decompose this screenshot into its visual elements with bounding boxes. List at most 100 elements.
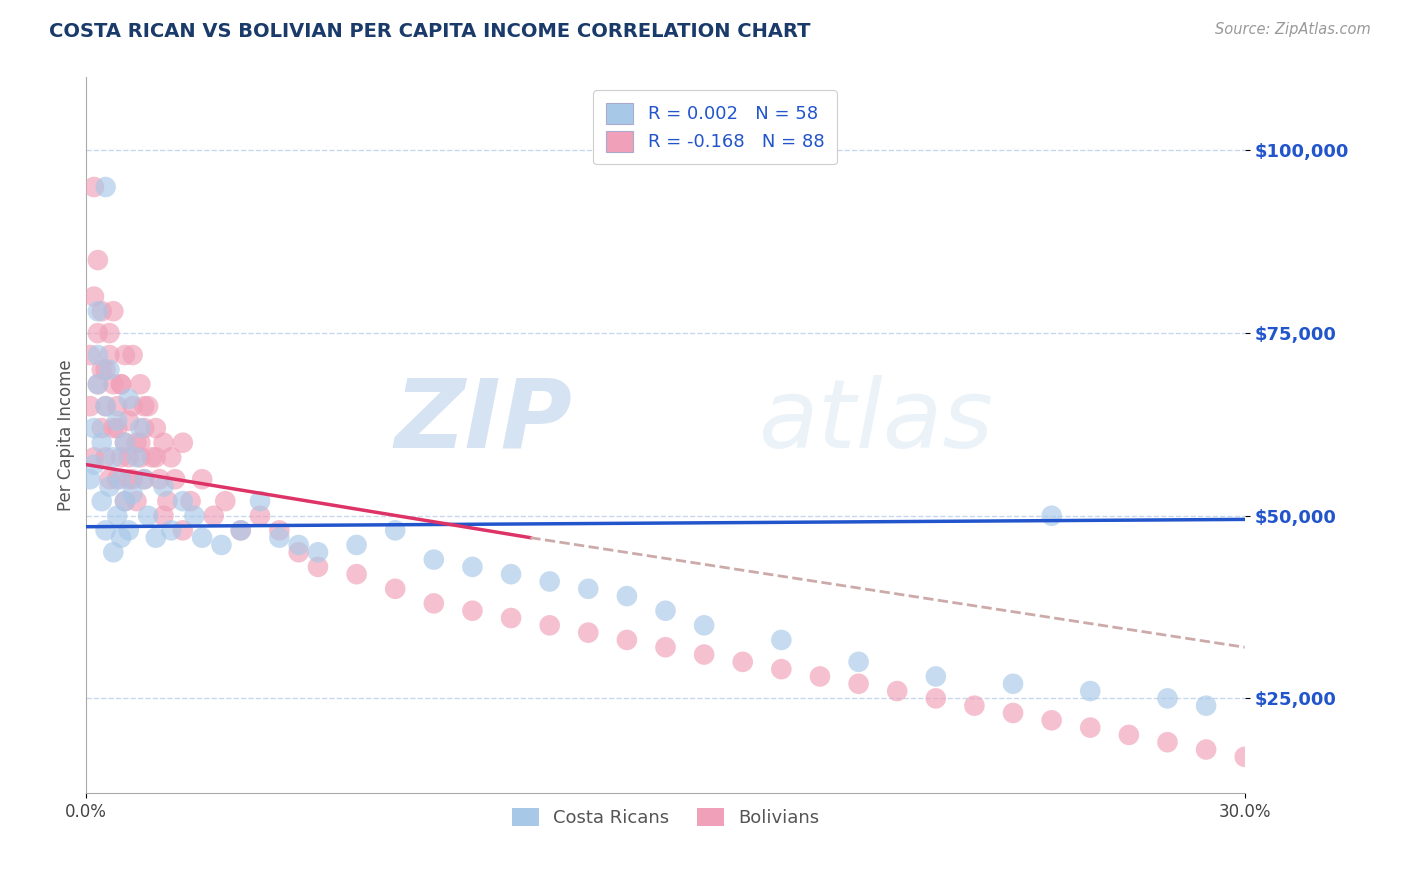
Point bbox=[156, 494, 179, 508]
Point bbox=[94, 399, 117, 413]
Point bbox=[149, 472, 172, 486]
Point bbox=[114, 435, 136, 450]
Point bbox=[925, 669, 948, 683]
Point bbox=[229, 524, 252, 538]
Point bbox=[87, 377, 110, 392]
Point bbox=[90, 362, 112, 376]
Point bbox=[576, 582, 599, 596]
Point bbox=[125, 450, 148, 465]
Point bbox=[98, 472, 121, 486]
Point bbox=[98, 348, 121, 362]
Point bbox=[145, 450, 167, 465]
Point bbox=[103, 421, 125, 435]
Point bbox=[191, 472, 214, 486]
Point bbox=[114, 494, 136, 508]
Text: atlas: atlas bbox=[758, 375, 993, 467]
Point bbox=[160, 450, 183, 465]
Point bbox=[384, 524, 406, 538]
Point bbox=[118, 450, 141, 465]
Point bbox=[125, 494, 148, 508]
Point bbox=[94, 524, 117, 538]
Text: COSTA RICAN VS BOLIVIAN PER CAPITA INCOME CORRELATION CHART: COSTA RICAN VS BOLIVIAN PER CAPITA INCOM… bbox=[49, 22, 811, 41]
Point bbox=[384, 582, 406, 596]
Point bbox=[83, 421, 105, 435]
Point bbox=[191, 531, 214, 545]
Point bbox=[105, 399, 128, 413]
Point bbox=[98, 479, 121, 493]
Point bbox=[287, 538, 309, 552]
Point bbox=[87, 377, 110, 392]
Point bbox=[172, 494, 194, 508]
Point bbox=[94, 399, 117, 413]
Point bbox=[1118, 728, 1140, 742]
Point bbox=[1002, 706, 1025, 720]
Point bbox=[616, 589, 638, 603]
Point bbox=[105, 508, 128, 523]
Point bbox=[1040, 714, 1063, 728]
Point bbox=[79, 472, 101, 486]
Point bbox=[963, 698, 986, 713]
Point bbox=[87, 253, 110, 268]
Point bbox=[87, 304, 110, 318]
Point bbox=[141, 450, 163, 465]
Point bbox=[214, 494, 236, 508]
Point bbox=[94, 180, 117, 194]
Point bbox=[118, 524, 141, 538]
Legend: Costa Ricans, Bolivians: Costa Ricans, Bolivians bbox=[505, 801, 827, 834]
Point bbox=[90, 494, 112, 508]
Point bbox=[79, 348, 101, 362]
Point bbox=[152, 435, 174, 450]
Point bbox=[134, 472, 156, 486]
Point bbox=[1040, 508, 1063, 523]
Point bbox=[134, 472, 156, 486]
Point bbox=[229, 524, 252, 538]
Point bbox=[125, 435, 148, 450]
Point bbox=[172, 524, 194, 538]
Point bbox=[110, 377, 132, 392]
Point bbox=[105, 414, 128, 428]
Point bbox=[94, 450, 117, 465]
Point bbox=[499, 567, 522, 582]
Point bbox=[616, 632, 638, 647]
Point bbox=[848, 677, 870, 691]
Point bbox=[287, 545, 309, 559]
Point bbox=[886, 684, 908, 698]
Point bbox=[103, 545, 125, 559]
Point bbox=[90, 304, 112, 318]
Point bbox=[83, 450, 105, 465]
Point bbox=[770, 632, 793, 647]
Point bbox=[202, 508, 225, 523]
Point bbox=[94, 362, 117, 376]
Point bbox=[461, 604, 484, 618]
Point bbox=[1195, 742, 1218, 756]
Point bbox=[110, 531, 132, 545]
Point bbox=[693, 648, 716, 662]
Point bbox=[1002, 677, 1025, 691]
Point bbox=[121, 487, 143, 501]
Point bbox=[307, 560, 329, 574]
Point bbox=[83, 458, 105, 472]
Point bbox=[87, 326, 110, 340]
Point bbox=[499, 611, 522, 625]
Point bbox=[118, 392, 141, 406]
Point bbox=[83, 290, 105, 304]
Point bbox=[134, 399, 156, 413]
Point bbox=[121, 399, 143, 413]
Point bbox=[346, 567, 368, 582]
Point bbox=[145, 531, 167, 545]
Point bbox=[1078, 684, 1101, 698]
Point bbox=[105, 472, 128, 486]
Point bbox=[98, 326, 121, 340]
Point bbox=[423, 596, 446, 610]
Point bbox=[1195, 698, 1218, 713]
Point bbox=[110, 450, 132, 465]
Point bbox=[165, 472, 187, 486]
Point bbox=[90, 421, 112, 435]
Point bbox=[129, 377, 152, 392]
Point bbox=[576, 625, 599, 640]
Point bbox=[346, 538, 368, 552]
Point bbox=[249, 494, 271, 508]
Point bbox=[129, 421, 152, 435]
Point bbox=[423, 552, 446, 566]
Y-axis label: Per Capita Income: Per Capita Income bbox=[58, 359, 75, 511]
